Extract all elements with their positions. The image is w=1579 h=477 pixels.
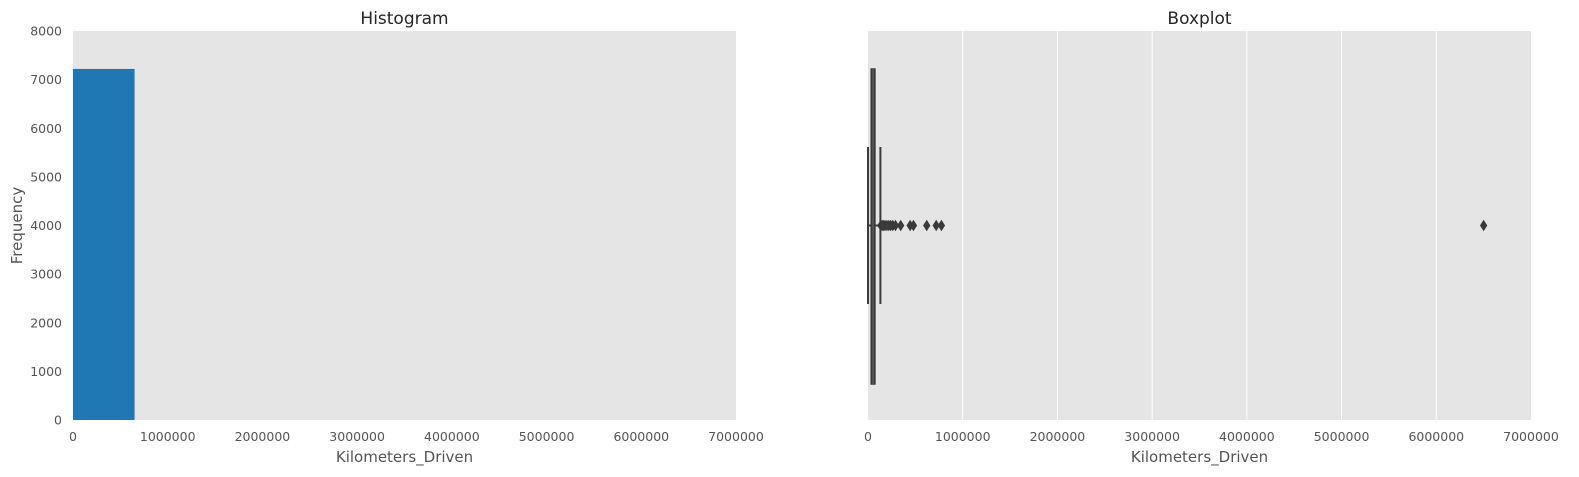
histogram-x-tick-label: 0 (69, 429, 77, 444)
histogram-x-tick-label: 6000000 (613, 429, 669, 444)
histogram-x-tick-label: 7000000 (708, 429, 764, 444)
boxplot-x-tick-label: 2000000 (1030, 429, 1086, 444)
boxplot-gridlines (962, 31, 1437, 420)
histogram-x-tick-label: 4000000 (424, 429, 480, 444)
boxplot-plot-area (868, 31, 1531, 420)
histogram-y-tick-label: 8000 (30, 24, 62, 39)
boxplot-outliers (877, 219, 1488, 232)
boxplot-outlier (897, 219, 905, 232)
histogram-panel: Histogram Kilometers_Driven Frequency 0 1… (8, 9, 764, 467)
boxplot-x-tick-label: 0 (864, 429, 872, 444)
boxplot-x-axis-label: Kilometers_Driven (1131, 448, 1268, 467)
histogram-x-tick-label: 5000000 (519, 429, 575, 444)
boxplot-title: Boxplot (1167, 9, 1232, 29)
boxplot-x-tick-label: 5000000 (1314, 429, 1370, 444)
histogram-x-tick-label: 3000000 (329, 429, 385, 444)
histogram-y-tick-label: 5000 (30, 169, 62, 184)
histogram-title: Histogram (360, 9, 448, 29)
histogram-y-tick-label: 4000 (30, 218, 62, 233)
histogram-y-tick-label: 1000 (30, 364, 62, 379)
histogram-y-tick-label: 0 (54, 413, 62, 428)
histogram-x-tick-label: 2000000 (235, 429, 291, 444)
histogram-y-tick-label: 3000 (30, 267, 62, 282)
histogram-y-tick-label: 2000 (30, 315, 62, 330)
histogram-bars (73, 68, 135, 421)
histogram-x-ticks: 0 1000000 2000000 3000000 4000000 5000000 6000… (69, 429, 764, 444)
histogram-y-ticks: 0 1000 2000 3000 4000 5000 6000 7000 8000 (30, 24, 62, 428)
boxplot-outlier (932, 219, 940, 232)
boxplot-x-tick-label: 7000000 (1503, 429, 1559, 444)
boxplot-elements (867, 68, 882, 385)
histogram-x-tick-label: 1000000 (140, 429, 196, 444)
histogram-bar-0 (73, 68, 135, 421)
boxplot-outlier (909, 219, 918, 232)
boxplot-outlier (923, 219, 931, 232)
histogram-plot-area (73, 31, 736, 420)
histogram-y-tick-label: 6000 (30, 121, 62, 136)
boxplot-x-tick-label: 3000000 (1124, 429, 1180, 444)
boxplot-x-tick-label: 6000000 (1408, 429, 1464, 444)
boxplot-x-ticks: 0 1000000 2000000 3000000 4000000 5000000 6000… (864, 429, 1559, 444)
boxplot-outlier (1479, 219, 1488, 232)
boxplot-panel: Boxplot Kilometers_Driven 0 1000000 200000… (864, 9, 1559, 467)
histogram-x-axis-label: Kilometers_Driven (336, 448, 473, 467)
boxplot-outlier (891, 219, 900, 232)
boxplot-x-tick-label: 1000000 (935, 429, 991, 444)
boxplot-outlier (937, 219, 946, 232)
histogram-y-tick-label: 7000 (30, 72, 62, 87)
boxplot-x-tick-label: 4000000 (1219, 429, 1275, 444)
histogram-y-axis-label: Frequency (8, 187, 26, 265)
